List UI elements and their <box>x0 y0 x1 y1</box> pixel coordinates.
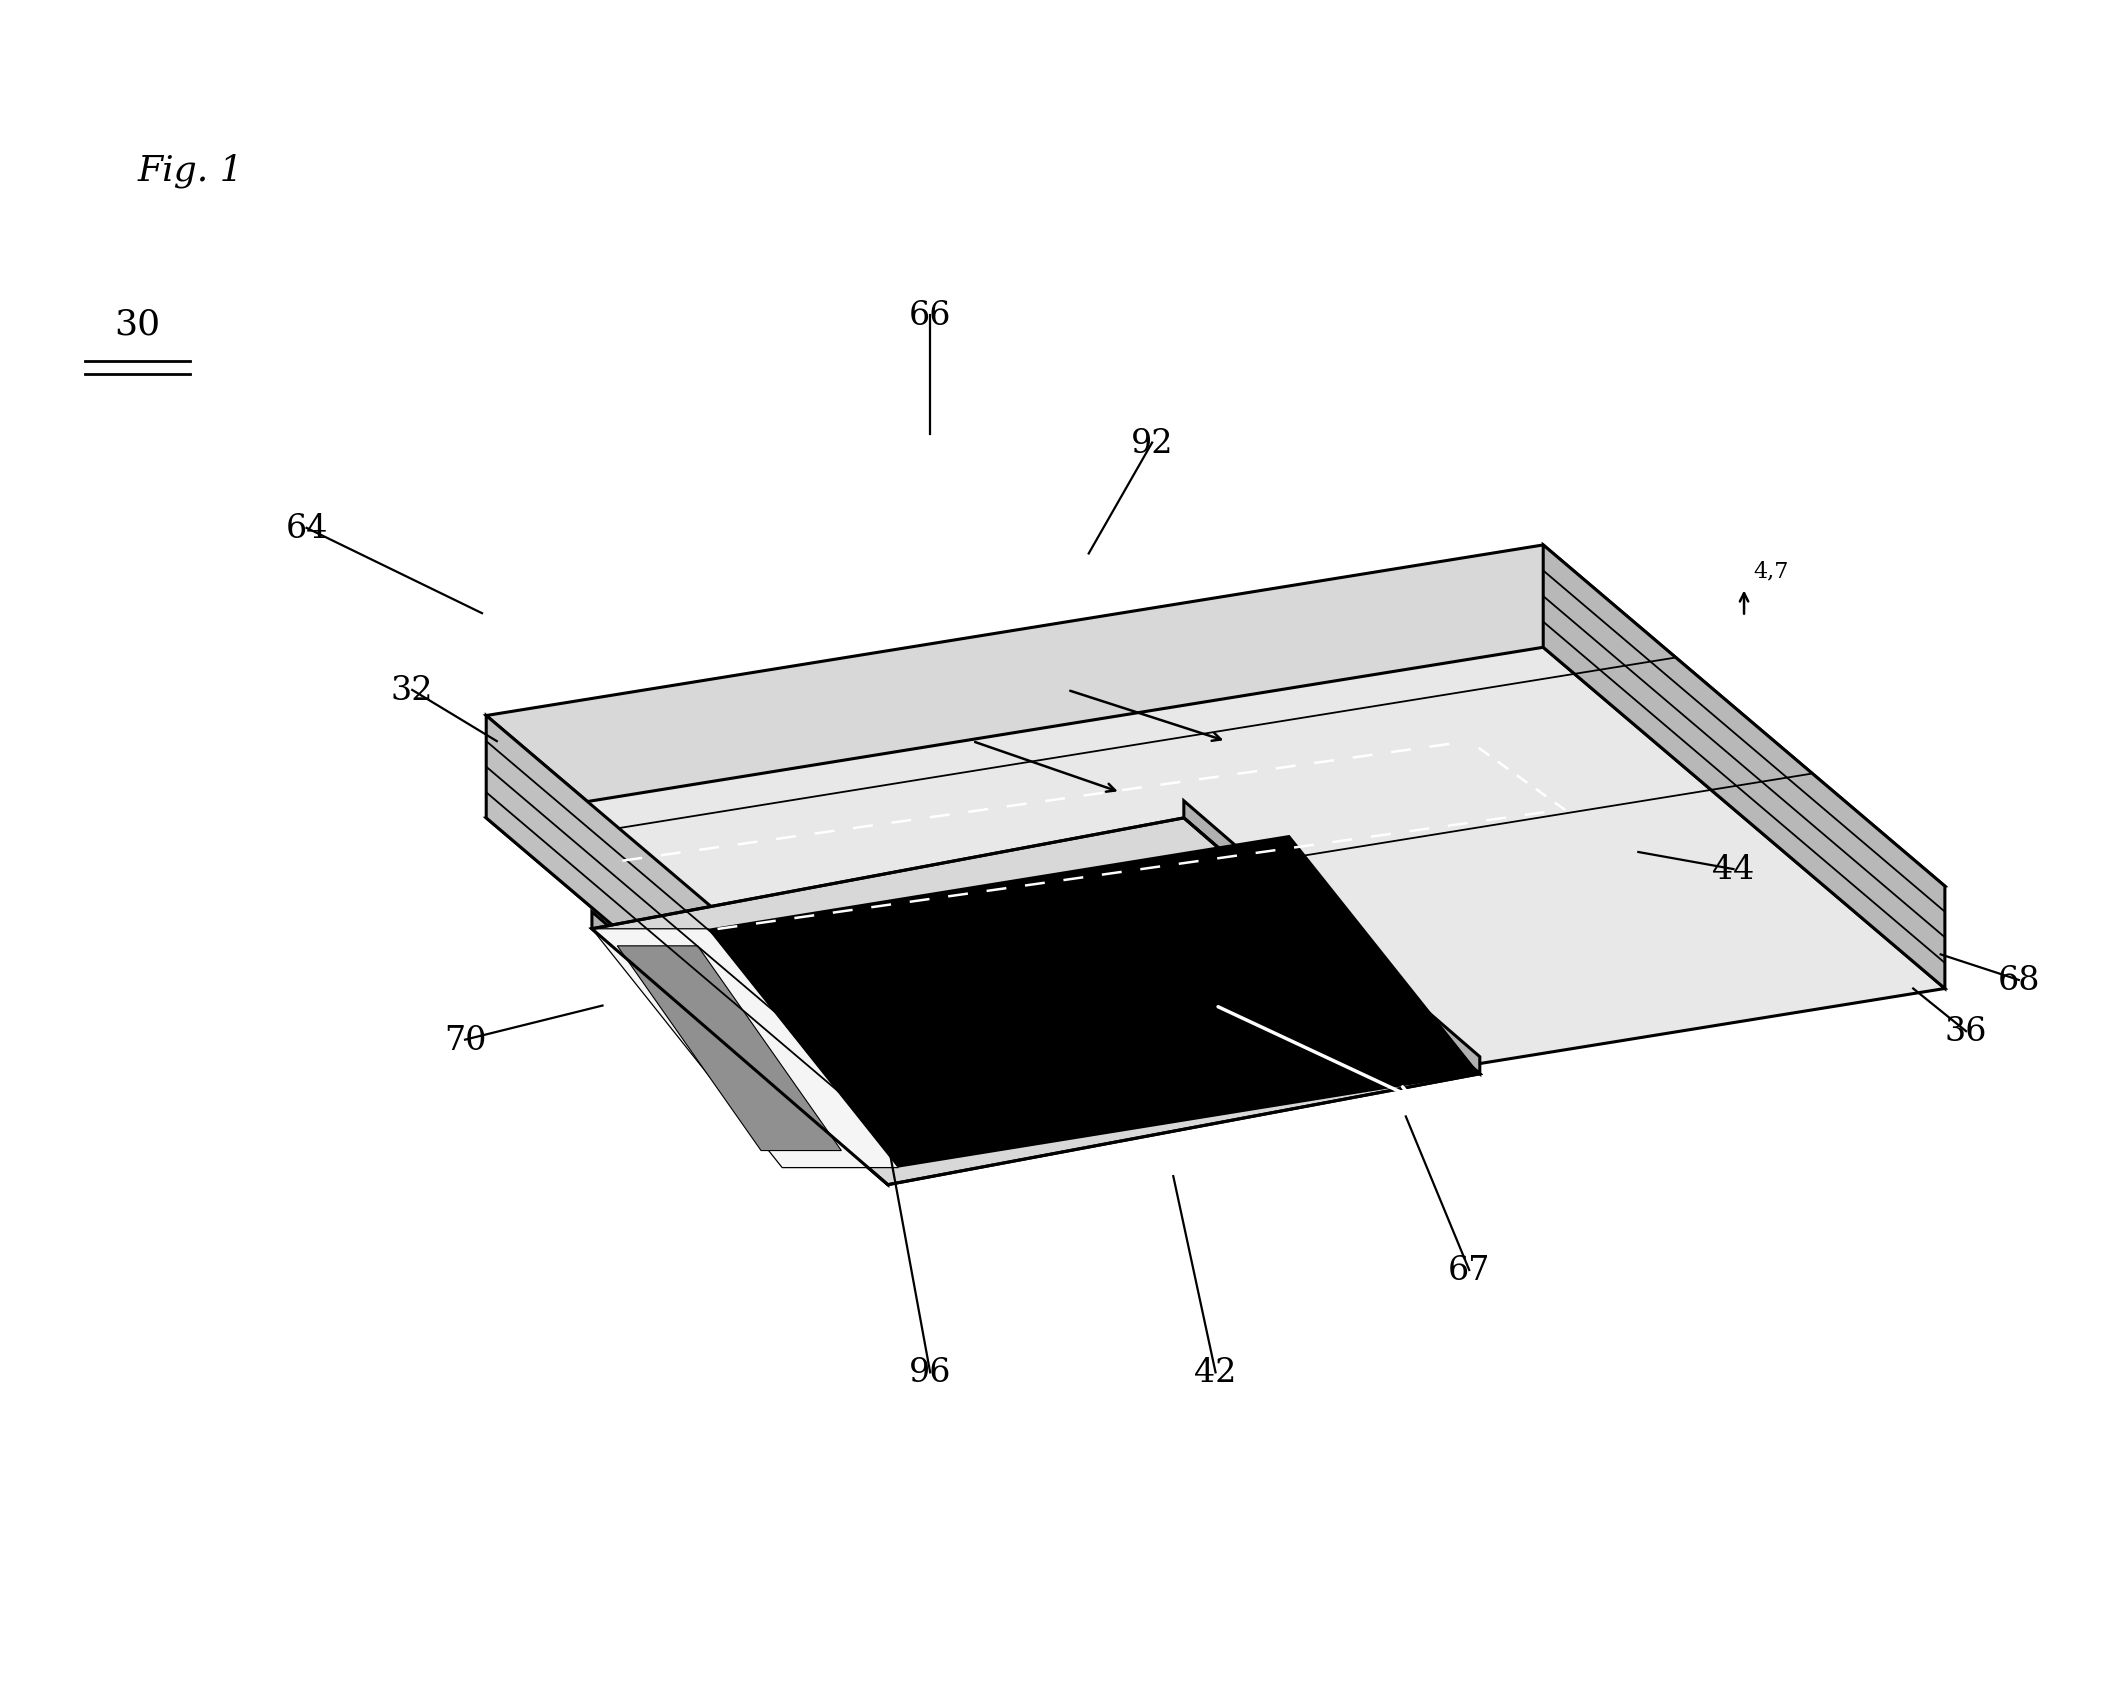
Text: 36: 36 <box>1945 1016 1987 1047</box>
Text: 68: 68 <box>1998 965 2040 996</box>
Polygon shape <box>486 648 1945 1159</box>
Polygon shape <box>1184 801 1480 1074</box>
Text: 64: 64 <box>285 513 328 544</box>
Polygon shape <box>486 716 888 1159</box>
Text: 70: 70 <box>444 1025 486 1055</box>
Text: 44: 44 <box>1712 854 1755 885</box>
Text: 96: 96 <box>909 1357 951 1388</box>
Polygon shape <box>617 946 841 1151</box>
Text: 92: 92 <box>1131 428 1173 459</box>
Polygon shape <box>1543 546 1945 989</box>
Polygon shape <box>486 546 1945 1057</box>
Text: 67: 67 <box>1448 1255 1490 1286</box>
Polygon shape <box>592 818 1480 1185</box>
Text: Fig. 1: Fig. 1 <box>137 153 243 188</box>
Text: 66: 66 <box>909 300 951 331</box>
Polygon shape <box>592 929 898 1168</box>
Text: 4,7: 4,7 <box>772 931 805 951</box>
Polygon shape <box>592 912 888 1185</box>
Text: 32: 32 <box>391 675 433 706</box>
Text: 4,7: 4,7 <box>1755 561 1788 581</box>
Text: 30: 30 <box>114 307 161 341</box>
Text: 42: 42 <box>1194 1357 1237 1388</box>
Polygon shape <box>708 835 1480 1168</box>
